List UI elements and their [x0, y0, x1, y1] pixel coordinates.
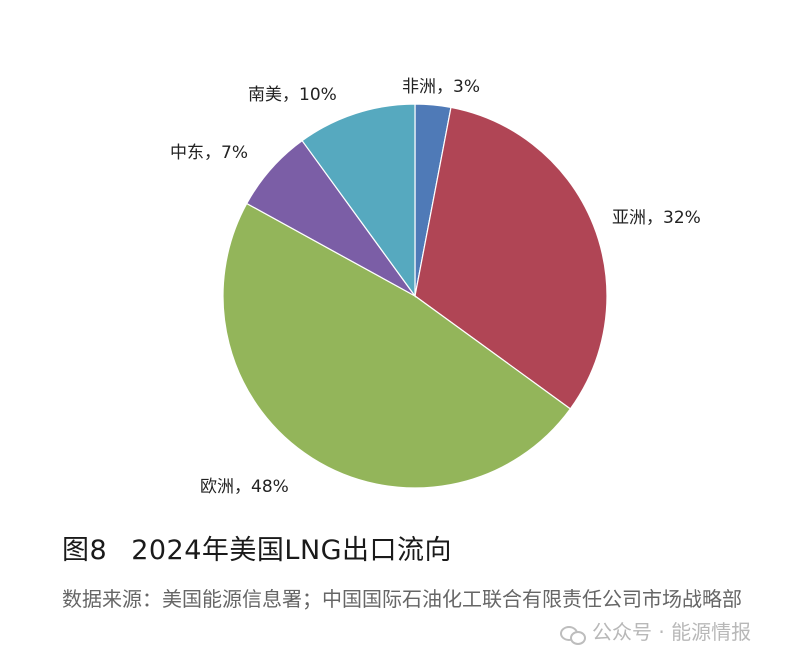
figure-number: 图8: [62, 535, 108, 566]
slice-south-america: [301, 103, 416, 298]
slice-asia: [414, 106, 608, 410]
figure-title: 2024年美国LNG出口流向: [131, 535, 453, 566]
watermark: 公众号 · 能源情报: [560, 616, 751, 645]
label-europe: 欧洲，48%: [200, 477, 289, 497]
slice-europe: [222, 202, 572, 489]
data-source-note: 数据来源：美国能源信息署；中国国际石油化工联合有限责任公司市场战略部: [62, 587, 742, 611]
label-africa: 非洲，3%: [402, 77, 480, 97]
pie-chart: 非洲，3% 亚洲，32% 欧洲，48% 中东，7% 南美，10%: [170, 77, 701, 497]
label-south-america: 南美，10%: [248, 85, 337, 105]
label-asia: 亚洲，32%: [612, 208, 701, 228]
watermark-text: 公众号 · 能源情报: [592, 620, 752, 644]
chat-bubble-icon: [560, 625, 586, 645]
figure-caption: 图8 2024年美国LNG出口流向: [62, 528, 452, 567]
label-middle-east: 中东，7%: [170, 143, 248, 163]
